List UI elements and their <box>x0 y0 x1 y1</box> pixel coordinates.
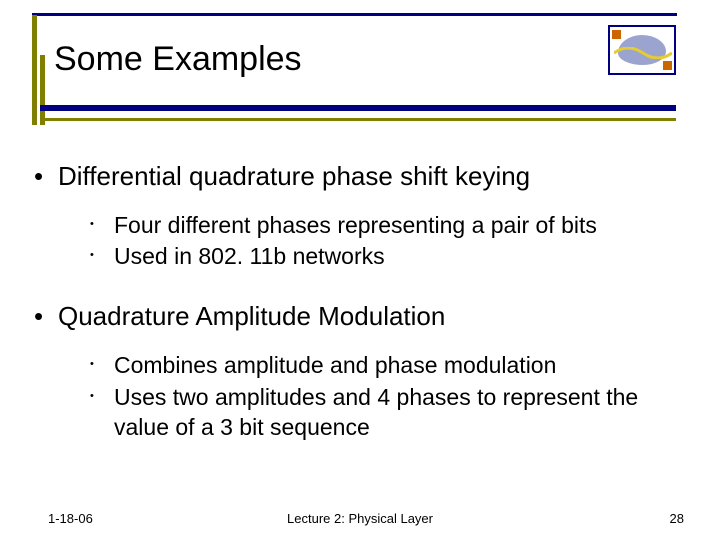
footer-title: Lecture 2: Physical Layer <box>0 511 720 526</box>
accent-bar-2 <box>40 55 45 125</box>
bullet-l2: Combines amplitude and phase modulation <box>34 351 684 381</box>
bullet-l2: Uses two amplitudes and 4 phases to repr… <box>34 383 684 443</box>
rule-top <box>32 13 677 16</box>
rule-thin <box>40 118 676 121</box>
accent-bar-1 <box>32 15 37 125</box>
logo-icon <box>608 25 676 75</box>
header: Some Examples <box>0 0 720 130</box>
bullet-l1: Quadrature Amplitude Modulation <box>34 300 684 333</box>
rule-thick <box>40 105 676 111</box>
bullet-l2: Used in 802. 11b networks <box>34 242 684 272</box>
page-number: 28 <box>670 511 684 526</box>
bullet-l1: Differential quadrature phase shift keyi… <box>34 160 684 193</box>
slide: Some Examples Differential quadrature ph… <box>0 0 720 540</box>
page-title: Some Examples <box>54 40 302 79</box>
bullet-l2: Four different phases representing a pai… <box>34 211 684 241</box>
body-content: Differential quadrature phase shift keyi… <box>34 160 684 442</box>
